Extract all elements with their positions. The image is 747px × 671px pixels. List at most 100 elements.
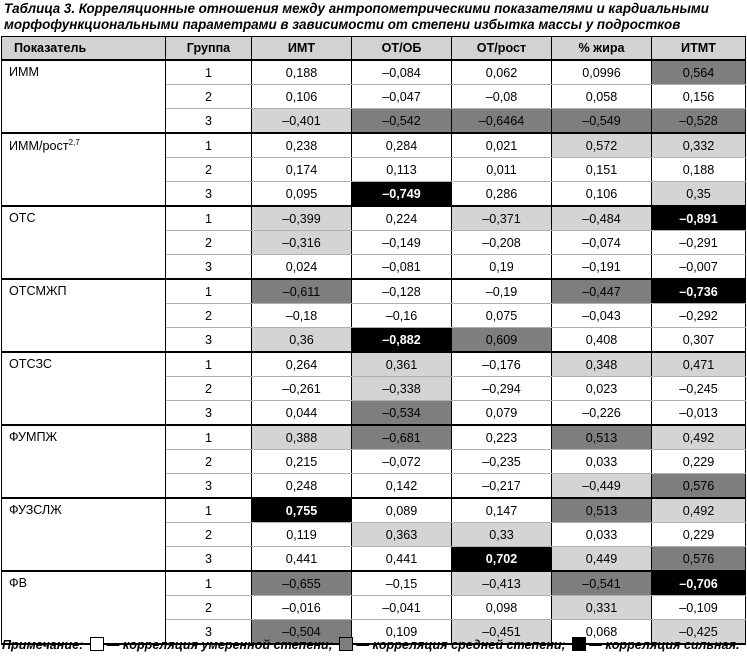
indicator-label: ФВ bbox=[9, 576, 27, 590]
table-row: 3 –0,401 –0,542 –0,6464 –0,549 –0,528 bbox=[2, 108, 746, 134]
value-cell: 0,156 bbox=[651, 84, 746, 109]
value-cell: –0,401 bbox=[251, 108, 352, 134]
indicator-cell: ФВ bbox=[1, 570, 166, 645]
value-cell: –0,016 bbox=[251, 595, 352, 620]
value-cell: –0,149 bbox=[351, 230, 452, 255]
indicator-label: ОТСЗС bbox=[9, 357, 53, 371]
table-row: 2 0,106 –0,047 –0,08 0,058 0,156 bbox=[2, 84, 746, 109]
value-cell: 0,229 bbox=[651, 449, 746, 474]
value-cell: 0,106 bbox=[551, 181, 652, 207]
value-cell: –0,18 bbox=[251, 303, 352, 328]
value-cell: 0,471 bbox=[651, 351, 746, 377]
table-row: 3 –0,504 0,109 –0,451 0,068 –0,425 bbox=[2, 619, 746, 645]
value-cell: –0,15 bbox=[351, 570, 452, 596]
value-cell: 0,331 bbox=[551, 595, 652, 620]
value-cell: 0,119 bbox=[251, 522, 352, 547]
group-cell: 2 bbox=[165, 84, 252, 109]
value-cell: –0,235 bbox=[451, 449, 552, 474]
group-cell: 3 bbox=[165, 327, 252, 353]
group-cell: 2 bbox=[165, 449, 252, 474]
value-cell: 0,062 bbox=[451, 59, 552, 85]
value-cell: 0,151 bbox=[551, 157, 652, 182]
value-cell: 0,492 bbox=[651, 497, 746, 523]
value-cell: 0,264 bbox=[251, 351, 352, 377]
indicator-cell: ИММ/рост2,7 bbox=[1, 132, 166, 207]
value-cell: –0,047 bbox=[351, 84, 452, 109]
value-cell: –0,08 bbox=[451, 84, 552, 109]
value-cell: –0,681 bbox=[351, 424, 452, 450]
table-row: ОТС 1 –0,399 0,224 –0,371 –0,484 –0,891 bbox=[1, 205, 746, 280]
value-cell: 0,576 bbox=[651, 473, 746, 499]
value-cell: 0,307 bbox=[651, 327, 746, 353]
header-ot-rost: ОТ/рост bbox=[451, 36, 552, 61]
indicator-cell: ФУЗСЛЖ bbox=[1, 497, 166, 572]
table-row: ФУМПЖ 1 0,388 –0,681 0,223 0,513 0,492 bbox=[1, 424, 746, 499]
table-row: 3 0,095 –0,749 0,286 0,106 0,35 bbox=[2, 181, 746, 207]
value-cell: 0,513 bbox=[551, 497, 652, 523]
header-fat-percent: % жира bbox=[551, 36, 652, 61]
value-cell: 0,023 bbox=[551, 376, 652, 401]
value-cell: –0,109 bbox=[651, 595, 746, 620]
table-row: 3 0,441 0,441 0,702 0,449 0,576 bbox=[2, 546, 746, 572]
value-cell: 0,19 bbox=[451, 254, 552, 280]
value-cell: –0,413 bbox=[451, 570, 552, 596]
legend-note: Примечание: — корреляция умеренной степе… bbox=[2, 637, 746, 653]
value-cell: 0,33 bbox=[451, 522, 552, 547]
value-cell: –0,447 bbox=[551, 278, 652, 304]
value-cell: 0,248 bbox=[251, 473, 352, 499]
table-row: 3 0,044 –0,534 0,079 –0,226 –0,013 bbox=[2, 400, 746, 426]
value-cell: –0,292 bbox=[651, 303, 746, 328]
value-cell: 0,174 bbox=[251, 157, 352, 182]
value-cell: 0,572 bbox=[551, 132, 652, 158]
value-cell: 0,609 bbox=[451, 327, 552, 353]
value-cell: 0,492 bbox=[651, 424, 746, 450]
value-cell: 0,098 bbox=[451, 595, 552, 620]
value-cell: 0,188 bbox=[651, 157, 746, 182]
value-cell: 0,021 bbox=[451, 132, 552, 158]
value-cell: 0,284 bbox=[351, 132, 452, 158]
group-cell: 1 bbox=[165, 278, 252, 304]
group-cell: 1 bbox=[165, 132, 252, 158]
moderate-swatch bbox=[89, 637, 104, 651]
value-cell: 0,449 bbox=[551, 546, 652, 572]
value-cell: 0,068 bbox=[551, 619, 652, 645]
indicator-label: ФУМПЖ bbox=[9, 430, 58, 444]
value-cell: –0,891 bbox=[651, 205, 746, 231]
table-row: 2 0,174 0,113 0,011 0,151 0,188 bbox=[2, 157, 746, 182]
value-cell: –0,226 bbox=[551, 400, 652, 426]
value-cell: 0,388 bbox=[251, 424, 352, 450]
value-cell: 0,441 bbox=[351, 546, 452, 572]
value-cell: –0,504 bbox=[251, 619, 352, 645]
strong-swatch bbox=[572, 637, 587, 651]
value-cell: 0,095 bbox=[251, 181, 352, 207]
indicator-cell: ФУМПЖ bbox=[1, 424, 166, 499]
note-strong: — корреляция сильная. bbox=[589, 638, 740, 652]
indicator-label: ИММ/рост bbox=[9, 139, 69, 154]
value-cell: 0,576 bbox=[651, 546, 746, 572]
value-cell: –0,882 bbox=[351, 327, 452, 353]
value-cell: –0,043 bbox=[551, 303, 652, 328]
value-cell: –0,706 bbox=[651, 570, 746, 596]
group-cell: 2 bbox=[165, 157, 252, 182]
value-cell: –0,611 bbox=[251, 278, 352, 304]
group-cell: 1 bbox=[165, 424, 252, 450]
value-cell: 0,238 bbox=[251, 132, 352, 158]
group-cell: 2 bbox=[165, 595, 252, 620]
value-cell: 0,513 bbox=[551, 424, 652, 450]
value-cell: 0,058 bbox=[551, 84, 652, 109]
header-indicator: Показатель bbox=[1, 36, 166, 61]
header-imt: ИМТ bbox=[251, 36, 352, 61]
value-cell: 0,36 bbox=[251, 327, 352, 353]
value-cell: –0,451 bbox=[451, 619, 552, 645]
table-row: 2 –0,261 –0,338 –0,294 0,023 –0,245 bbox=[2, 376, 746, 401]
value-cell: –0,6464 bbox=[451, 108, 552, 134]
table-row: ОТСМЖП 1 –0,611 –0,128 –0,19 –0,447 –0,736 bbox=[1, 278, 746, 353]
value-cell: –0,749 bbox=[351, 181, 452, 207]
indicator-label: ОТСМЖП bbox=[9, 284, 67, 298]
value-cell: 0,441 bbox=[251, 546, 352, 572]
group-cell: 1 bbox=[165, 59, 252, 85]
value-cell: –0,425 bbox=[651, 619, 746, 645]
value-cell: 0,011 bbox=[451, 157, 552, 182]
value-cell: –0,261 bbox=[251, 376, 352, 401]
value-cell: 0,033 bbox=[551, 449, 652, 474]
